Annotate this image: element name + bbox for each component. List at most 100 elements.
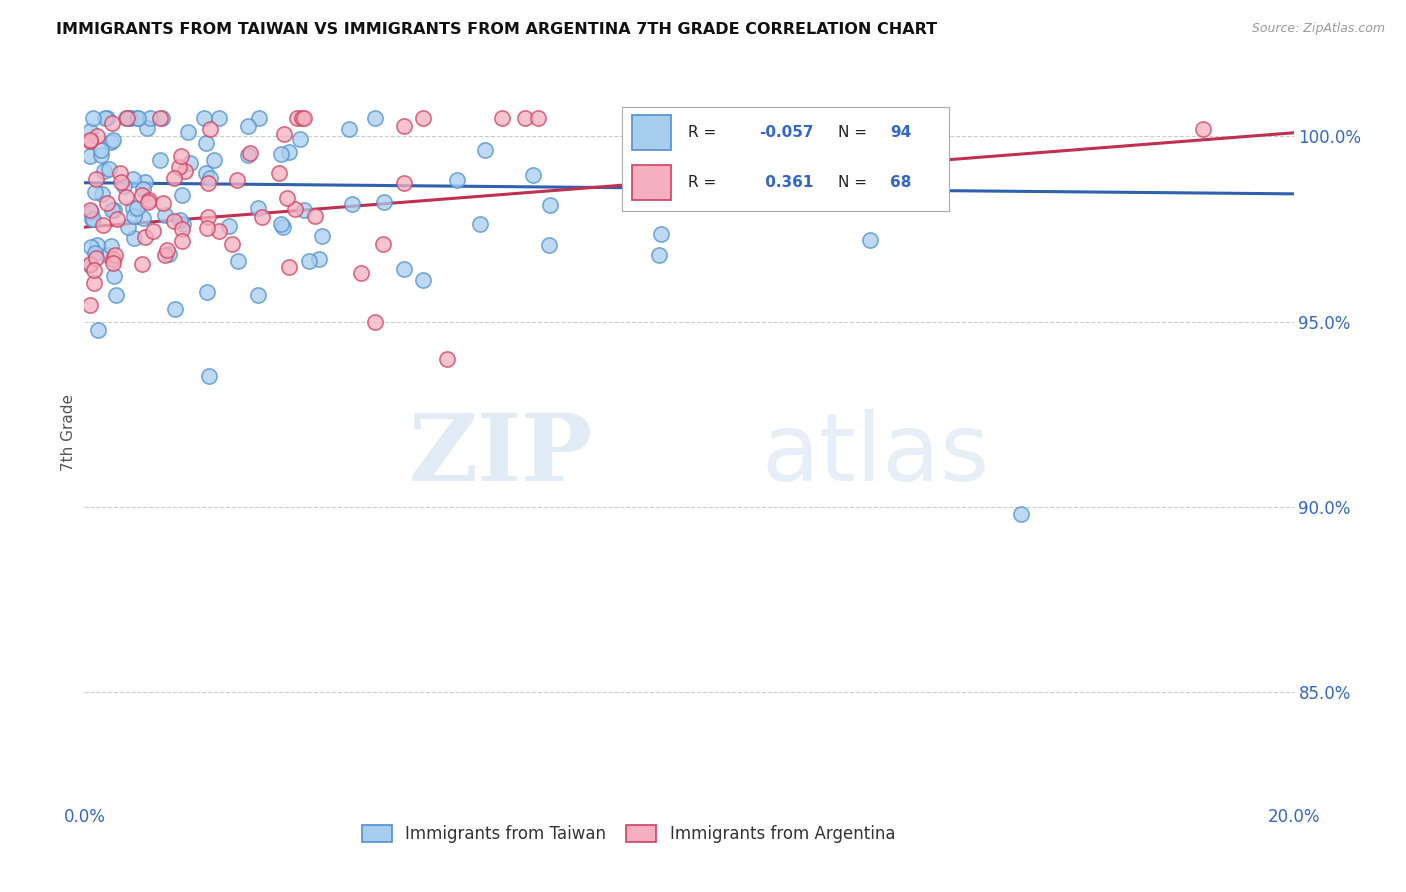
Point [142, 224, 165, 238]
Point [195, 285, 218, 300]
Point [103, 203, 125, 218]
Point [105, 211, 128, 226]
Point [127, 111, 149, 125]
Point [172, 221, 194, 235]
Point [121, 201, 143, 215]
Point [104, 248, 127, 262]
Point [163, 171, 186, 186]
Point [134, 229, 156, 244]
Point [412, 273, 434, 287]
Point [1192, 122, 1215, 136]
Point [526, 111, 548, 125]
Point [132, 181, 155, 195]
Point [138, 193, 160, 207]
Point [79, 257, 101, 271]
Point [515, 111, 537, 125]
Point [538, 198, 561, 212]
Point [103, 133, 125, 147]
Point [638, 111, 661, 125]
Point [197, 369, 219, 384]
Point [247, 288, 270, 302]
Point [93, 111, 115, 125]
Point [859, 233, 882, 247]
Text: ZIP: ZIP [408, 409, 592, 500]
Point [101, 252, 124, 267]
Y-axis label: 7th Grade: 7th Grade [60, 394, 76, 471]
Text: atlas: atlas [762, 409, 990, 500]
Point [194, 136, 217, 151]
Point [170, 235, 193, 249]
Point [270, 146, 292, 161]
Point [122, 209, 145, 223]
Point [136, 195, 159, 210]
Point [170, 187, 193, 202]
Point [363, 314, 385, 328]
Point [110, 175, 132, 189]
Point [208, 111, 231, 125]
Point [82, 212, 104, 227]
Point [277, 145, 299, 160]
Point [83, 245, 105, 260]
Point [292, 202, 315, 217]
Point [174, 164, 197, 178]
Point [200, 171, 222, 186]
Point [221, 237, 243, 252]
Point [1011, 507, 1033, 521]
Point [170, 149, 193, 163]
Point [115, 111, 138, 125]
Point [108, 165, 131, 179]
Point [134, 175, 156, 189]
Point [96, 111, 118, 125]
Point [468, 217, 491, 231]
Point [100, 203, 122, 218]
Point [132, 211, 155, 225]
Point [179, 155, 201, 169]
Point [363, 111, 385, 125]
Point [90, 147, 112, 161]
Point [650, 227, 672, 242]
Point [122, 231, 145, 245]
Point [79, 298, 101, 312]
Point [169, 213, 191, 227]
Point [350, 266, 373, 280]
Point [250, 210, 273, 224]
Point [139, 111, 162, 125]
Point [308, 252, 330, 266]
Point [115, 189, 138, 203]
Point [86, 172, 108, 186]
Point [105, 287, 128, 301]
Point [163, 214, 186, 228]
Point [135, 120, 157, 135]
Point [311, 228, 333, 243]
Point [304, 209, 326, 223]
Point [202, 153, 225, 167]
Point [96, 196, 118, 211]
Point [82, 111, 104, 125]
Point [101, 116, 124, 130]
Point [412, 111, 434, 125]
Point [225, 173, 247, 187]
Point [79, 202, 101, 217]
Point [112, 179, 135, 194]
Point [79, 258, 101, 272]
Point [337, 122, 360, 136]
Point [172, 217, 194, 231]
Point [270, 217, 292, 231]
Point [96, 248, 118, 262]
Point [340, 197, 363, 211]
Point [152, 196, 174, 211]
Point [131, 257, 153, 271]
Point [165, 301, 187, 316]
Point [194, 166, 217, 180]
Point [198, 122, 221, 136]
Point [298, 254, 321, 268]
Text: Source: ZipAtlas.com: Source: ZipAtlas.com [1251, 22, 1385, 36]
Point [100, 135, 122, 149]
Point [83, 276, 105, 290]
Point [120, 111, 142, 125]
Point [271, 219, 294, 234]
Point [278, 260, 301, 275]
Point [392, 119, 415, 133]
Point [100, 239, 122, 253]
Point [150, 111, 173, 125]
